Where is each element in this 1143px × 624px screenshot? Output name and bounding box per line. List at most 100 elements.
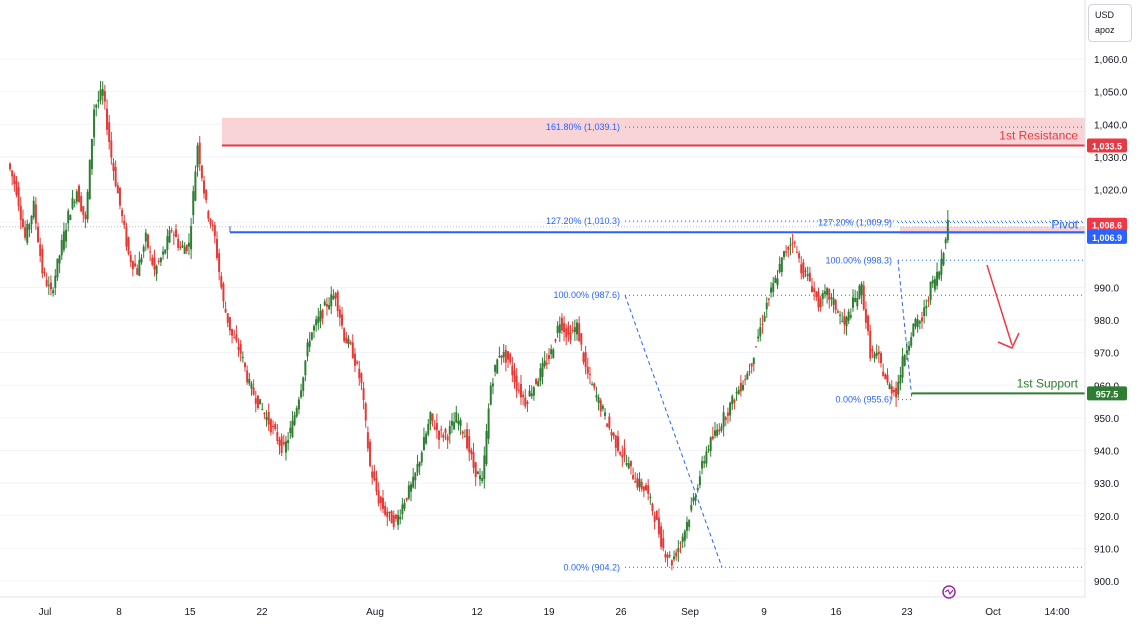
candle-body [144, 232, 147, 242]
candle-body [412, 476, 415, 488]
currency-selector[interactable]: USD apoz [1088, 4, 1132, 42]
candle-body [295, 408, 298, 417]
candle-body [256, 395, 259, 408]
candle-body [209, 219, 212, 225]
candle-body [565, 328, 568, 338]
candle-body [875, 352, 878, 356]
candle-body [890, 386, 893, 394]
fib-label-0-right: 0.00% (955.6) [835, 395, 892, 405]
candle-body [608, 416, 611, 429]
projection-arrow-head [997, 332, 1020, 349]
candle-body [192, 191, 195, 216]
candle-body [707, 449, 710, 451]
candle-body [375, 478, 378, 492]
axis-layer: 1,060.01,050.01,040.01,030.01,020.01,010… [0, 0, 1128, 618]
candle-body [448, 425, 451, 435]
candle-body [386, 511, 389, 517]
candle-body [828, 289, 831, 300]
candle-body [511, 365, 514, 376]
candle-body [558, 324, 561, 333]
price-tick-label: 940.0 [1094, 447, 1119, 458]
candle-body [793, 241, 796, 243]
resistance-badge: 1,033.5 [1092, 141, 1122, 151]
candle-body [457, 420, 460, 425]
candle-body [739, 382, 742, 392]
candle-body [629, 460, 632, 467]
candle-body [899, 375, 902, 384]
candles-layer[interactable] [9, 80, 949, 571]
candle-body [670, 560, 673, 566]
candle-body [351, 342, 354, 359]
time-tick-label: 15 [184, 607, 196, 618]
candle-body [455, 412, 458, 423]
candle-body [800, 264, 803, 274]
candle-body [19, 205, 22, 220]
candle-body [856, 297, 859, 307]
candle-body [470, 450, 473, 455]
candle-body [353, 353, 356, 366]
candle-body [41, 248, 44, 274]
candle-body [485, 431, 488, 464]
price-tick-label: 980.0 [1094, 316, 1119, 327]
candle-body [362, 388, 365, 401]
candle-body [625, 462, 628, 465]
candle-body [69, 215, 72, 220]
candle-body [463, 436, 466, 438]
candle-body [138, 259, 141, 276]
time-tick-label: 19 [543, 607, 555, 618]
fib-label-0-left: 0.00% (904.2) [563, 562, 620, 572]
candle-body [869, 330, 872, 359]
candle-body [591, 384, 594, 386]
candle-body [901, 356, 904, 378]
candle-body [472, 452, 475, 468]
candle-body [612, 432, 615, 437]
candle-body [26, 223, 29, 243]
candle-body [526, 401, 529, 404]
candle-body [851, 297, 854, 308]
candle-body [545, 362, 548, 365]
candle-body [819, 298, 822, 308]
candle-body [114, 167, 117, 186]
candle-body [946, 219, 949, 241]
candle-body [194, 171, 197, 201]
candle-body [673, 556, 676, 560]
candle-body [431, 413, 434, 421]
currency-unit: USD [1095, 10, 1115, 20]
candle-body [269, 419, 272, 433]
candle-body [754, 346, 757, 348]
candle-body [864, 309, 867, 323]
candle-body [151, 257, 154, 265]
candle-body [692, 497, 695, 502]
candle-body [552, 349, 555, 359]
candle-body [920, 317, 923, 322]
candle-body [15, 180, 18, 196]
candle-body [263, 412, 266, 415]
candle-body [718, 429, 721, 432]
candle-body [576, 322, 579, 335]
event-marker-icon [942, 585, 956, 599]
time-tick-label: 8 [116, 607, 122, 618]
candle-body [34, 204, 37, 224]
candle-body [142, 246, 145, 252]
candle-body [248, 379, 251, 384]
candle-body [323, 301, 326, 306]
candle-body [849, 315, 852, 318]
candle-body [597, 397, 600, 403]
candle-body [30, 215, 33, 225]
candle-body [627, 463, 630, 469]
candle-body [509, 353, 512, 363]
candle-body [71, 198, 74, 209]
candle-body [787, 246, 790, 250]
candle-body [67, 210, 70, 224]
price-tick-label: 930.0 [1094, 479, 1119, 490]
fib-label-1272-left: 127.20% (1,010.3) [546, 216, 620, 226]
candle-body [892, 389, 895, 393]
candle-body [839, 314, 842, 316]
candle-body [722, 412, 725, 427]
candle-body [496, 359, 499, 374]
levels-layer [0, 144, 1085, 395]
candle-body [532, 387, 535, 396]
candle-body [267, 412, 270, 425]
